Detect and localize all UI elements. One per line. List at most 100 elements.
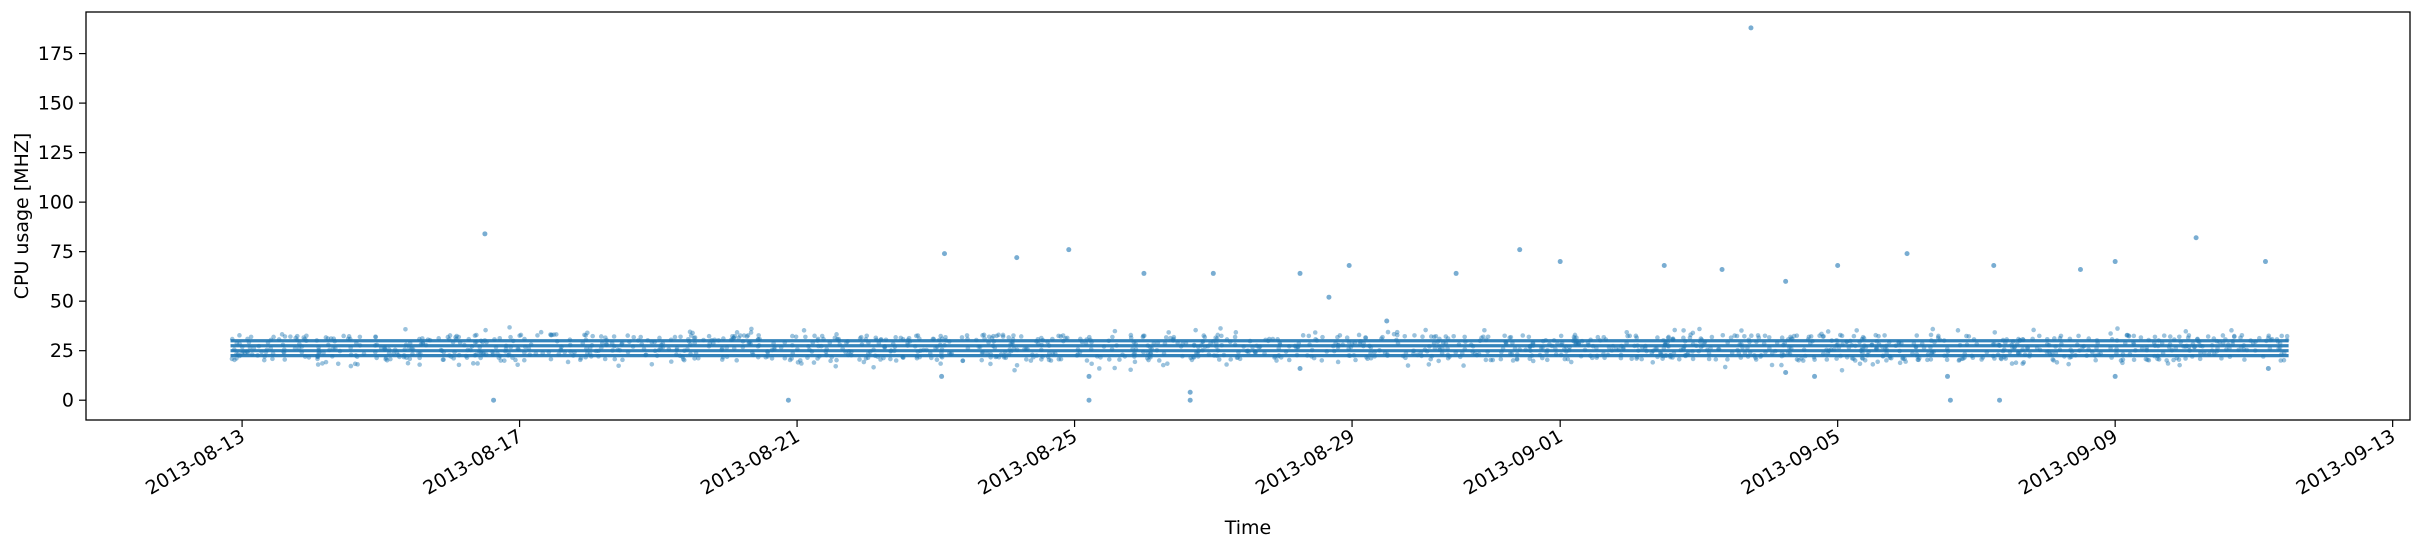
data-point xyxy=(490,349,495,355)
data-point xyxy=(470,361,476,366)
data-point xyxy=(1046,357,1052,363)
data-point xyxy=(1296,341,1302,346)
data-point xyxy=(1195,350,1200,356)
data-point xyxy=(1991,342,1997,347)
data-point xyxy=(892,348,897,354)
data-point xyxy=(1311,355,1317,361)
data-point xyxy=(1896,339,1901,345)
data-point xyxy=(2112,259,2118,265)
data-point xyxy=(2205,334,2211,339)
data-point xyxy=(1447,354,1452,359)
data-point xyxy=(327,347,332,353)
data-point xyxy=(1346,263,1352,269)
data-point xyxy=(878,337,884,343)
data-point xyxy=(383,356,388,362)
data-point xyxy=(598,334,604,339)
data-point xyxy=(976,344,982,350)
data-point xyxy=(1618,352,1624,358)
data-point xyxy=(1820,334,1826,339)
data-point xyxy=(1384,318,1390,324)
data-point xyxy=(1349,342,1355,347)
data-point xyxy=(1096,366,1102,371)
data-point xyxy=(1112,328,1118,334)
data-point xyxy=(1762,333,1768,339)
data-point xyxy=(2012,344,2018,350)
data-point xyxy=(583,337,589,343)
data-point xyxy=(2057,335,2063,341)
data-point xyxy=(553,332,559,337)
data-point xyxy=(1431,334,1437,340)
data-point xyxy=(1246,349,1251,355)
data-point xyxy=(1558,352,1564,358)
data-point xyxy=(1457,354,1463,360)
data-point xyxy=(2081,343,2087,349)
data-point xyxy=(871,364,876,370)
data-point xyxy=(1650,360,1656,365)
data-point xyxy=(1774,340,1780,346)
data-point xyxy=(453,335,458,340)
data-point xyxy=(1725,340,1730,345)
data-point xyxy=(1470,349,1475,355)
data-point xyxy=(892,344,898,349)
data-point xyxy=(620,357,625,363)
data-point xyxy=(654,353,660,359)
data-point xyxy=(1382,350,1388,356)
data-point xyxy=(301,335,306,340)
data-point xyxy=(1736,351,1742,356)
data-point xyxy=(2015,350,2021,356)
data-point xyxy=(2108,331,2113,336)
data-point xyxy=(2004,337,2010,342)
data-point xyxy=(846,349,852,354)
data-point xyxy=(1928,345,1933,350)
data-point xyxy=(2089,349,2095,355)
data-point xyxy=(315,362,321,367)
data-point xyxy=(1884,358,1889,363)
data-point xyxy=(2241,343,2247,348)
data-point xyxy=(1848,338,1853,344)
data-point xyxy=(1825,350,1831,356)
data-point xyxy=(1053,351,1058,356)
data-point xyxy=(599,340,605,346)
data-point xyxy=(1191,343,1197,348)
data-point xyxy=(834,332,839,337)
data-point xyxy=(446,337,452,342)
data-point xyxy=(801,328,807,333)
data-point xyxy=(1022,346,1027,352)
data-point xyxy=(354,354,360,359)
data-point xyxy=(2114,351,2119,356)
data-point xyxy=(1706,351,1712,356)
data-point xyxy=(1698,344,1704,350)
data-point xyxy=(905,340,910,346)
data-point xyxy=(1613,346,1619,352)
data-point xyxy=(556,351,561,357)
data-point xyxy=(1789,336,1795,342)
data-point xyxy=(1567,344,1572,350)
data-point xyxy=(2011,345,2017,350)
data-point xyxy=(2017,350,2022,356)
data-point xyxy=(2178,339,2184,345)
data-point xyxy=(1141,270,1147,276)
data-point xyxy=(2044,349,2050,355)
data-point xyxy=(2066,361,2071,367)
data-point xyxy=(1709,334,1715,340)
data-point xyxy=(612,356,618,362)
data-point xyxy=(1769,351,1775,356)
data-point xyxy=(1213,335,1218,341)
data-point xyxy=(1807,340,1813,346)
data-point xyxy=(497,353,503,359)
data-point xyxy=(567,342,573,348)
data-point xyxy=(1551,338,1557,343)
data-point xyxy=(1844,354,1850,360)
data-point xyxy=(1970,355,1976,361)
data-point xyxy=(1346,346,1352,352)
data-point xyxy=(493,344,499,350)
data-point xyxy=(491,397,497,403)
data-point xyxy=(1594,353,1600,359)
data-point xyxy=(2279,352,2284,357)
data-point xyxy=(551,332,557,337)
data-point xyxy=(652,348,658,354)
data-point xyxy=(1232,334,1238,340)
data-point xyxy=(1685,351,1691,356)
data-point xyxy=(682,348,687,353)
data-point xyxy=(587,351,593,357)
